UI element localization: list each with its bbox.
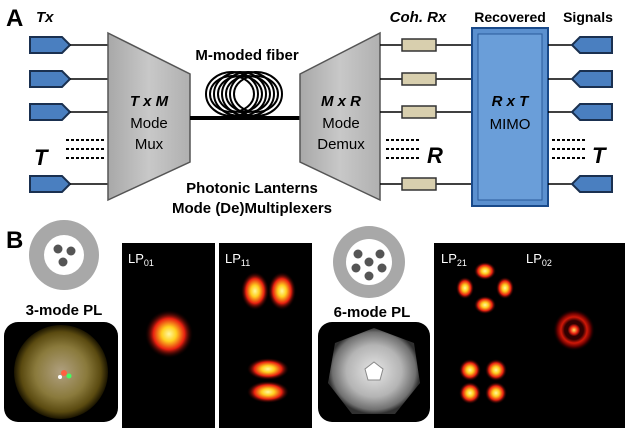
panel-b-label: B xyxy=(6,227,23,254)
out-connector-2 xyxy=(548,70,613,88)
out-ellipsis xyxy=(552,139,586,159)
fiber-label: M-moded fiber xyxy=(195,47,298,64)
t-right-label: T xyxy=(592,143,607,168)
lp11-label: LP11 xyxy=(225,251,250,268)
mode-mux xyxy=(107,31,191,202)
panel-a-label: A xyxy=(6,5,23,32)
rx-3 xyxy=(380,105,472,119)
lp01-label: LP01 xyxy=(128,251,154,268)
rx-ellipsis xyxy=(386,139,420,159)
caption-line1: Photonic Lanterns xyxy=(186,180,318,197)
mux-line3: Mux xyxy=(135,136,164,153)
tx-connector-4 xyxy=(29,175,108,193)
out-connector-3 xyxy=(548,103,613,121)
lp02-label: LP02 xyxy=(526,251,552,268)
rx-2 xyxy=(380,72,472,86)
coherent-receivers xyxy=(380,38,472,191)
mode-demux xyxy=(299,31,381,202)
tx-connector-3 xyxy=(29,103,108,121)
pl6-label: 6-mode PL xyxy=(334,304,411,321)
pl3-label: 3-mode PL xyxy=(26,302,103,319)
lp21-label: LP21 xyxy=(441,251,467,268)
demux-line3: Demux xyxy=(317,136,365,153)
tx-connector-2 xyxy=(29,70,108,88)
coh-rx-label: Coh. Rx xyxy=(390,9,447,26)
lp11-mode-image xyxy=(219,243,312,428)
pl6-photo xyxy=(318,322,430,422)
tx-label: Tx xyxy=(36,9,54,26)
tx-connectors xyxy=(29,36,108,193)
pl3-cross-section-icon xyxy=(29,220,99,290)
mimo-line1: R x T xyxy=(492,93,531,110)
output-connectors xyxy=(548,36,613,193)
signals-label: Signals xyxy=(563,9,613,25)
recovered-label: Recovered xyxy=(474,9,546,25)
lp01-mode-image xyxy=(122,243,215,428)
tx-connector-1 xyxy=(29,36,108,54)
r-label: R xyxy=(427,143,443,168)
mux-line2: Mode xyxy=(130,115,168,132)
tx-ellipsis xyxy=(66,139,106,159)
out-connector-4 xyxy=(548,175,613,193)
fiber-coil xyxy=(205,71,283,117)
mimo-box-inner xyxy=(477,33,543,201)
demux-line2: Mode xyxy=(322,115,360,132)
t-left-label: T xyxy=(34,145,49,170)
out-connector-1 xyxy=(548,36,613,54)
mux-line1: T x M xyxy=(130,93,169,110)
lp21-lp02-mode-image xyxy=(434,243,625,428)
demux-line1: M x R xyxy=(321,93,361,110)
mimo-line2: MIMO xyxy=(490,116,531,133)
pl3-photo xyxy=(4,322,118,422)
pl6-cross-section-icon xyxy=(333,226,405,298)
caption-line2: Mode (De)Multiplexers xyxy=(172,200,332,217)
rx-4 xyxy=(380,177,472,191)
rx-1 xyxy=(380,38,472,52)
